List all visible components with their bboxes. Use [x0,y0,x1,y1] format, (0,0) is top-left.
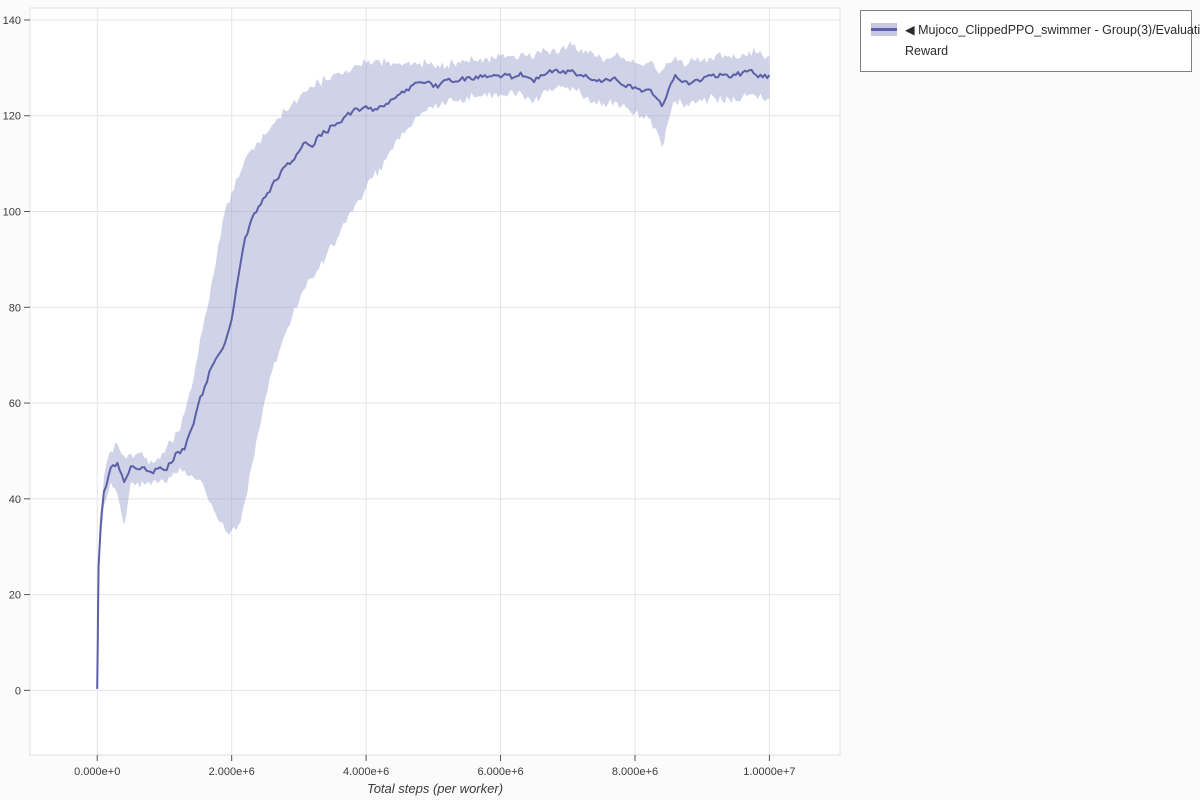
legend-label-line1: ◀ Mujoco_ClippedPPO_swimmer - Group(3)/E… [905,23,1200,37]
x-tick-label: 4.000e+6 [343,766,389,778]
legend-label: ◀ Mujoco_ClippedPPO_swimmer - Group(3)/E… [905,20,1200,61]
x-axis-title: Total steps (per worker) [367,781,503,796]
y-tick-label: 0 [15,685,21,697]
plot-frame [29,7,841,756]
y-tick-label: 60 [9,398,21,410]
x-tick-label: 1.0000e+7 [743,766,795,778]
y-tick-label: 20 [9,590,21,602]
series-swatch-icon [871,23,897,36]
y-tick-label: 40 [9,494,21,506]
x-tick-label: 2.000e+6 [209,766,255,778]
x-tick-label: 0.000e+0 [74,766,120,778]
y-tick-label: 120 [3,111,21,123]
series-confidence-band [97,41,770,690]
grid-lines [30,8,840,755]
series-line-icon [871,28,897,31]
plot-area [30,8,840,755]
series-mean-line [96,68,771,689]
y-axis: 0 20 40 60 80 100 120 140 [3,15,30,697]
x-tick-label: 6.000e+6 [477,766,523,778]
legend-label-line2: Reward [905,43,949,58]
x-tick-label: 8.000e+6 [612,766,658,778]
y-tick-label: 80 [9,302,21,314]
chart-legend[interactable]: ◀ Mujoco_ClippedPPO_swimmer - Group(3)/E… [860,10,1200,73]
y-tick-label: 100 [3,207,21,219]
x-axis: 0.000e+0 2.000e+6 4.000e+6 6.000e+6 8.000e+6… [74,755,796,796]
y-tick-label: 140 [3,15,21,27]
